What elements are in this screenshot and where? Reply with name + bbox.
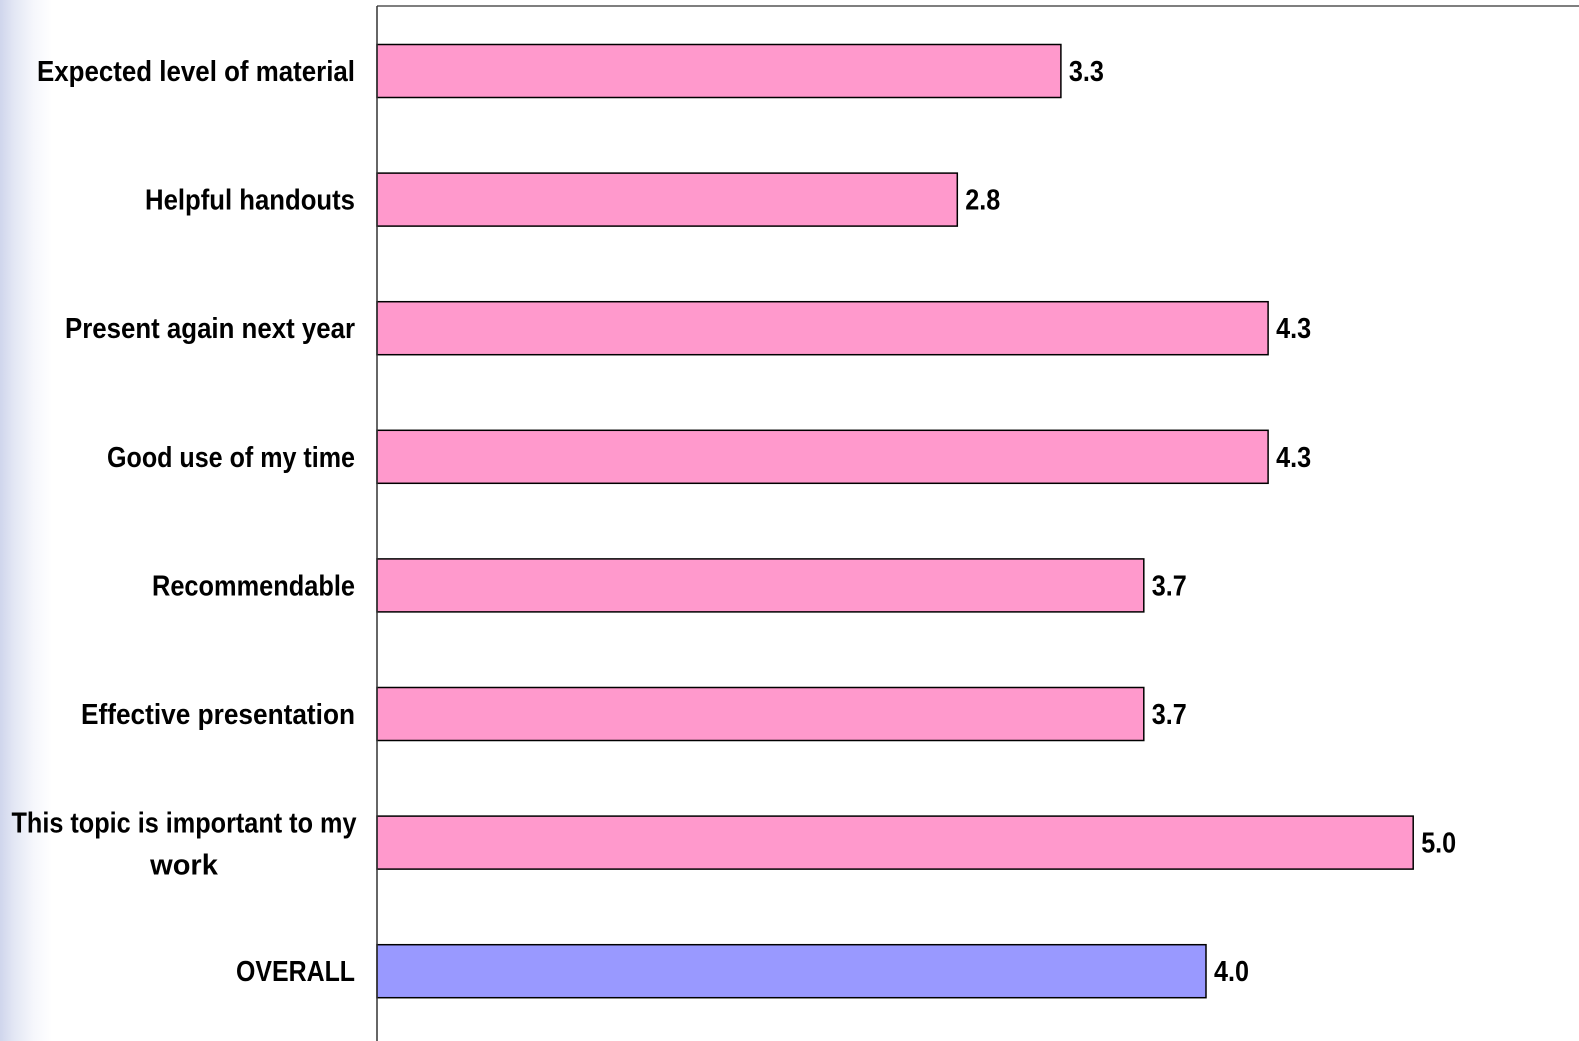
- category-label-2: Present again next year: [65, 313, 355, 345]
- bar-3: [376, 429, 1269, 485]
- value-label-1: 2.8: [965, 185, 1000, 217]
- value-label-3: 4.3: [1276, 442, 1311, 474]
- chart-marks: 3.3 Expected level of material 2.8 Helpful …: [12, 43, 1456, 999]
- category-label-0: Expected level of material: [37, 56, 355, 88]
- bar-5: [376, 686, 1145, 742]
- bar-0: [376, 43, 1062, 99]
- value-label-5: 3.7: [1152, 699, 1187, 731]
- bar-6: [376, 815, 1414, 870]
- bar-1: [376, 172, 959, 227]
- category-label-6: This topic is important to my work: [12, 808, 357, 882]
- value-label-6: 5.0: [1421, 828, 1456, 860]
- value-label-7: 4.0: [1214, 956, 1249, 988]
- bar-2: [376, 300, 1269, 356]
- value-label-4: 3.7: [1152, 570, 1187, 602]
- category-label-1: Helpful handouts: [145, 185, 355, 217]
- category-label-4: Recommendable: [152, 570, 355, 602]
- category-label-5: Effective presentation: [81, 699, 355, 731]
- category-label-7: OVERALL: [236, 956, 355, 988]
- bar-4: [376, 558, 1145, 613]
- value-label-2: 4.3: [1276, 313, 1311, 345]
- category-label-3: Good use of my time: [107, 442, 355, 474]
- bar-7: [376, 943, 1207, 999]
- value-label-0: 3.3: [1069, 56, 1104, 88]
